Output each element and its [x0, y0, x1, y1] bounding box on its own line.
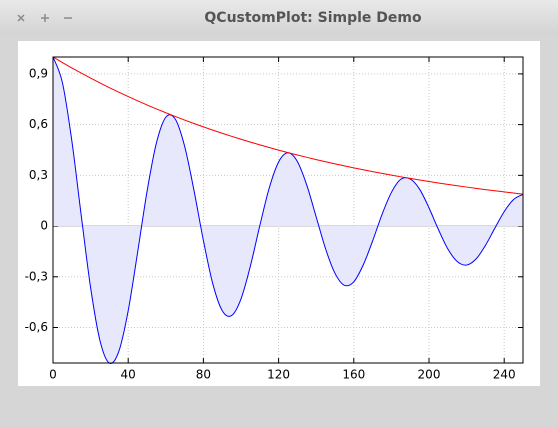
- y-tick-label: 0,9: [29, 66, 48, 80]
- x-tick-label: 240: [493, 368, 516, 382]
- x-tick-label: 40: [121, 368, 136, 382]
- y-tick-label: 0,6: [29, 117, 48, 131]
- x-tick-label: 120: [267, 368, 290, 382]
- y-tick-label: 0: [40, 219, 48, 233]
- title-bar: [0, 0, 558, 34]
- axis-box: [52, 56, 524, 364]
- x-tick-label: 0: [49, 368, 57, 382]
- area: [53, 57, 523, 364]
- window-title: QCustomPlot: Simple Demo: [204, 10, 422, 26]
- x-tick-label: 80: [196, 368, 211, 382]
- x-tick-label: 160: [342, 368, 365, 382]
- y-tick-label: -0,3: [25, 269, 48, 283]
- close-button[interactable]: [17, 14, 25, 22]
- y-tick-label: -0,6: [25, 320, 48, 334]
- y-tick-label: 0,3: [29, 168, 48, 182]
- window-buttons[interactable]: [17, 14, 72, 22]
- line: [52, 56, 524, 195]
- x-tick-label: 200: [418, 368, 441, 382]
- maximize-button[interactable]: [41, 14, 49, 22]
- plot: -0,6 -0,3 0 0,3 0,6 0,9 0 40 80 120 160 200 240: [25, 56, 524, 382]
